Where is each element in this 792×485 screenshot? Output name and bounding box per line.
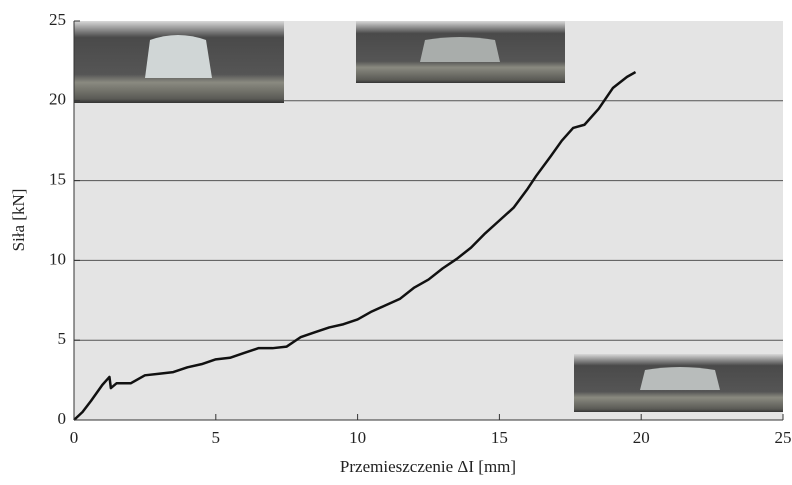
x-tick-label: 25 bbox=[775, 428, 792, 447]
x-tick-label: 15 bbox=[491, 428, 508, 447]
x-axis-title: Przemieszczenie ΔI [mm] bbox=[340, 457, 516, 476]
x-tick-label: 0 bbox=[70, 428, 79, 447]
photo bbox=[74, 21, 783, 412]
x-tick-label: 20 bbox=[633, 428, 650, 447]
x-tick-label: 10 bbox=[349, 428, 366, 447]
x-tick-label: 5 bbox=[212, 428, 221, 447]
y-tick-label: 10 bbox=[49, 249, 66, 268]
y-tick-label: 15 bbox=[49, 170, 66, 189]
y-tick-label: 25 bbox=[49, 10, 66, 29]
y-axis-title: Siła [kN] bbox=[9, 189, 28, 252]
y-tick-label: 20 bbox=[49, 90, 66, 109]
y-tick-label: 0 bbox=[58, 409, 67, 428]
y-tick-label: 5 bbox=[58, 329, 67, 348]
line bbox=[73, 70, 637, 421]
